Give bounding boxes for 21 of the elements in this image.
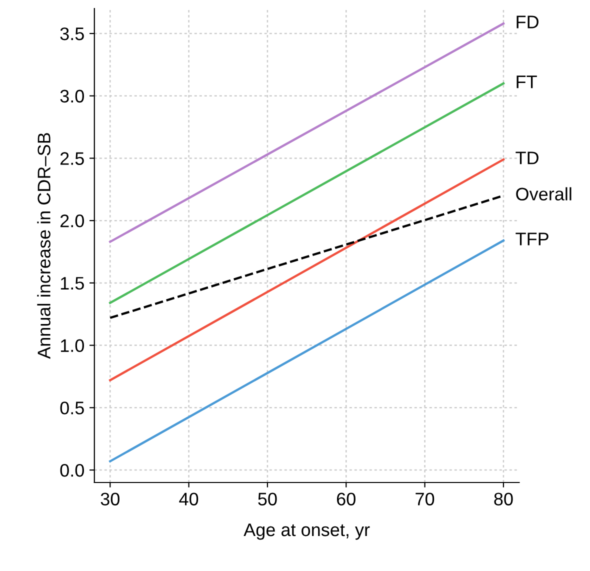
y-axis-title: Annual increase in CDR–SB <box>37 133 50 359</box>
y-tick-label: 2.0 <box>60 214 84 228</box>
y-tick-label: 0.0 <box>60 464 84 477</box>
y-tick-label: 3.0 <box>60 90 84 103</box>
series-label: TFP <box>516 232 548 246</box>
series-label: FT <box>516 76 537 88</box>
series-label: FD <box>516 16 538 28</box>
x-tick-label: 50 <box>258 492 277 506</box>
x-tick-label: 80 <box>494 492 513 506</box>
x-tick-label: 60 <box>337 492 356 506</box>
x-tick-label: 30 <box>100 492 120 506</box>
x-tick-label: 70 <box>416 492 434 506</box>
y-tick-label: 3.5 <box>60 27 84 40</box>
y-tick-label: 1.5 <box>60 277 84 290</box>
series-label: TD <box>516 152 538 164</box>
x-axis-title: Age at onset, yr <box>244 524 370 540</box>
y-tick-label: 1.0 <box>60 339 84 352</box>
series-label: Overall <box>516 187 572 200</box>
y-tick-label: 0.5 <box>60 402 84 414</box>
x-tick-label: 40 <box>179 492 198 506</box>
y-tick-label: 2.5 <box>60 152 84 165</box>
